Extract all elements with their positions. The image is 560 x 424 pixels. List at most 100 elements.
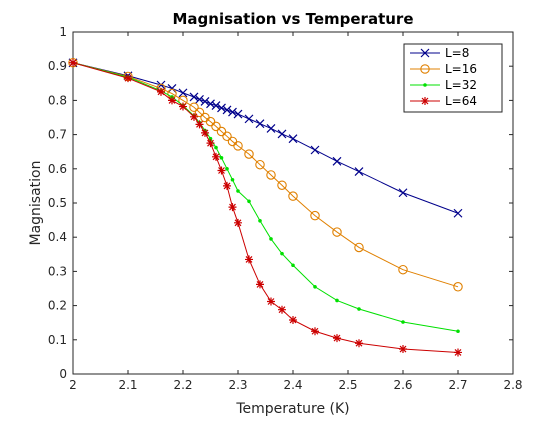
data-point-l32 (269, 237, 273, 241)
data-point-l8 (211, 101, 221, 110)
data-point-l16 (189, 102, 199, 112)
data-point-l64 (234, 218, 242, 227)
data-point-l64 (69, 58, 77, 67)
data-point-l16 (233, 141, 243, 151)
data-point-l8 (332, 156, 342, 166)
series-line-l8 (72, 62, 459, 214)
legend-marker-l64 (421, 97, 429, 105)
data-point-l64 (289, 315, 297, 324)
y-tick-label: 0.9 (48, 59, 67, 73)
legend-label-l16: L=16 (445, 62, 477, 76)
legend-marker-l8 (420, 48, 430, 58)
data-point-l64 (179, 102, 187, 111)
y-tick-label: 0.1 (48, 333, 67, 347)
x-tick-label: 2.4 (283, 378, 302, 392)
x-tick-label: 2.5 (338, 378, 357, 392)
data-point-l64 (201, 128, 209, 137)
data-point-l8 (277, 129, 287, 139)
data-point-l8 (288, 134, 298, 144)
data-point-l64 (355, 339, 363, 348)
data-point-l32 (291, 263, 295, 268)
data-point-l64 (256, 280, 264, 289)
data-point-l8 (453, 208, 463, 218)
series-l64 (69, 58, 462, 357)
data-point-l16 (244, 149, 254, 159)
legend-item-l32: L=32 (410, 78, 477, 92)
data-point-l8 (228, 107, 237, 117)
data-point-l16 (211, 121, 221, 132)
y-tick-label: 1 (59, 25, 67, 39)
data-point-l32 (357, 307, 361, 311)
legend-entries: L=8 L=16 L=32 L=64 (410, 46, 477, 108)
x-tick-label: 2.3 (228, 378, 247, 392)
data-point-l8 (189, 92, 199, 102)
data-point-l32 (219, 156, 224, 160)
data-point-l8 (195, 94, 204, 104)
data-point-l64 (212, 152, 220, 161)
y-tick-label: 0.4 (48, 230, 67, 244)
data-point-l32 (225, 167, 229, 171)
y-tick-label: 0.3 (48, 264, 67, 278)
data-point-l16 (68, 58, 78, 68)
legend-label-l32: L=32 (445, 78, 477, 92)
data-point-l32 (214, 145, 218, 150)
legend-label-l64: L=64 (445, 94, 477, 108)
legend-item-l8: L=8 (410, 46, 469, 60)
data-point-l8 (244, 114, 254, 124)
data-point-l8 (222, 105, 232, 115)
data-point-l8 (233, 109, 243, 119)
y-axis-label: Magnisation (28, 161, 44, 246)
legend-marker-l16 (420, 64, 430, 74)
data-point-l64 (190, 112, 198, 121)
data-point-l64 (267, 297, 275, 306)
legend-item-l16: L=16 (410, 62, 477, 76)
data-point-l64 (124, 74, 132, 83)
data-point-l32 (208, 136, 213, 141)
data-point-l16 (354, 242, 364, 253)
axis-ticks: 2 2.1 2.2 2.3 2.4 2.5 2.6 2.7 2.8 0 0.1 0.2 0.3 0.4 0.… (48, 25, 523, 392)
data-point-l8 (354, 167, 364, 176)
data-point-l64 (206, 139, 215, 148)
x-tick-label: 2.2 (173, 378, 192, 392)
data-point-l8 (310, 145, 320, 155)
data-point-l32 (258, 218, 262, 223)
data-point-l64 (245, 255, 253, 264)
data-point-l8 (167, 84, 177, 93)
data-point-l8 (206, 99, 215, 109)
y-tick-label: 0.6 (48, 162, 67, 176)
data-point-l32 (230, 177, 235, 182)
chart-title: Magnisation vs Temperature (173, 10, 414, 28)
x-tick-label: 2 (69, 378, 77, 392)
data-point-l16 (310, 210, 320, 221)
series-l8 (68, 58, 463, 218)
data-point-l32 (313, 284, 317, 289)
data-point-l16 (216, 126, 227, 137)
data-point-l8 (200, 97, 210, 106)
data-point-l64 (168, 96, 176, 105)
data-point-l16 (222, 131, 232, 142)
data-point-l32 (247, 199, 251, 204)
y-tick-label: 0.8 (48, 93, 67, 107)
data-point-l16 (255, 159, 265, 170)
y-tick-label: 0.2 (48, 299, 67, 313)
data-point-l32 (335, 298, 339, 303)
data-point-l64 (278, 305, 286, 314)
data-point-l64 (195, 120, 204, 129)
data-point-l32 (280, 251, 284, 256)
data-point-l16 (266, 170, 276, 180)
data-point-l64 (217, 166, 226, 175)
x-tick-label: 2.1 (118, 378, 137, 392)
data-point-l32 (456, 329, 460, 334)
y-tick-label: 0 (59, 367, 67, 381)
series-layer (68, 58, 463, 357)
data-point-l64 (333, 334, 341, 343)
data-point-l16 (194, 107, 205, 118)
data-point-l16 (398, 264, 408, 275)
x-tick-label: 2.7 (448, 378, 467, 392)
data-point-l32 (401, 320, 405, 324)
data-point-l16 (453, 282, 463, 292)
data-point-l16 (332, 227, 342, 237)
data-point-l16 (205, 116, 216, 127)
